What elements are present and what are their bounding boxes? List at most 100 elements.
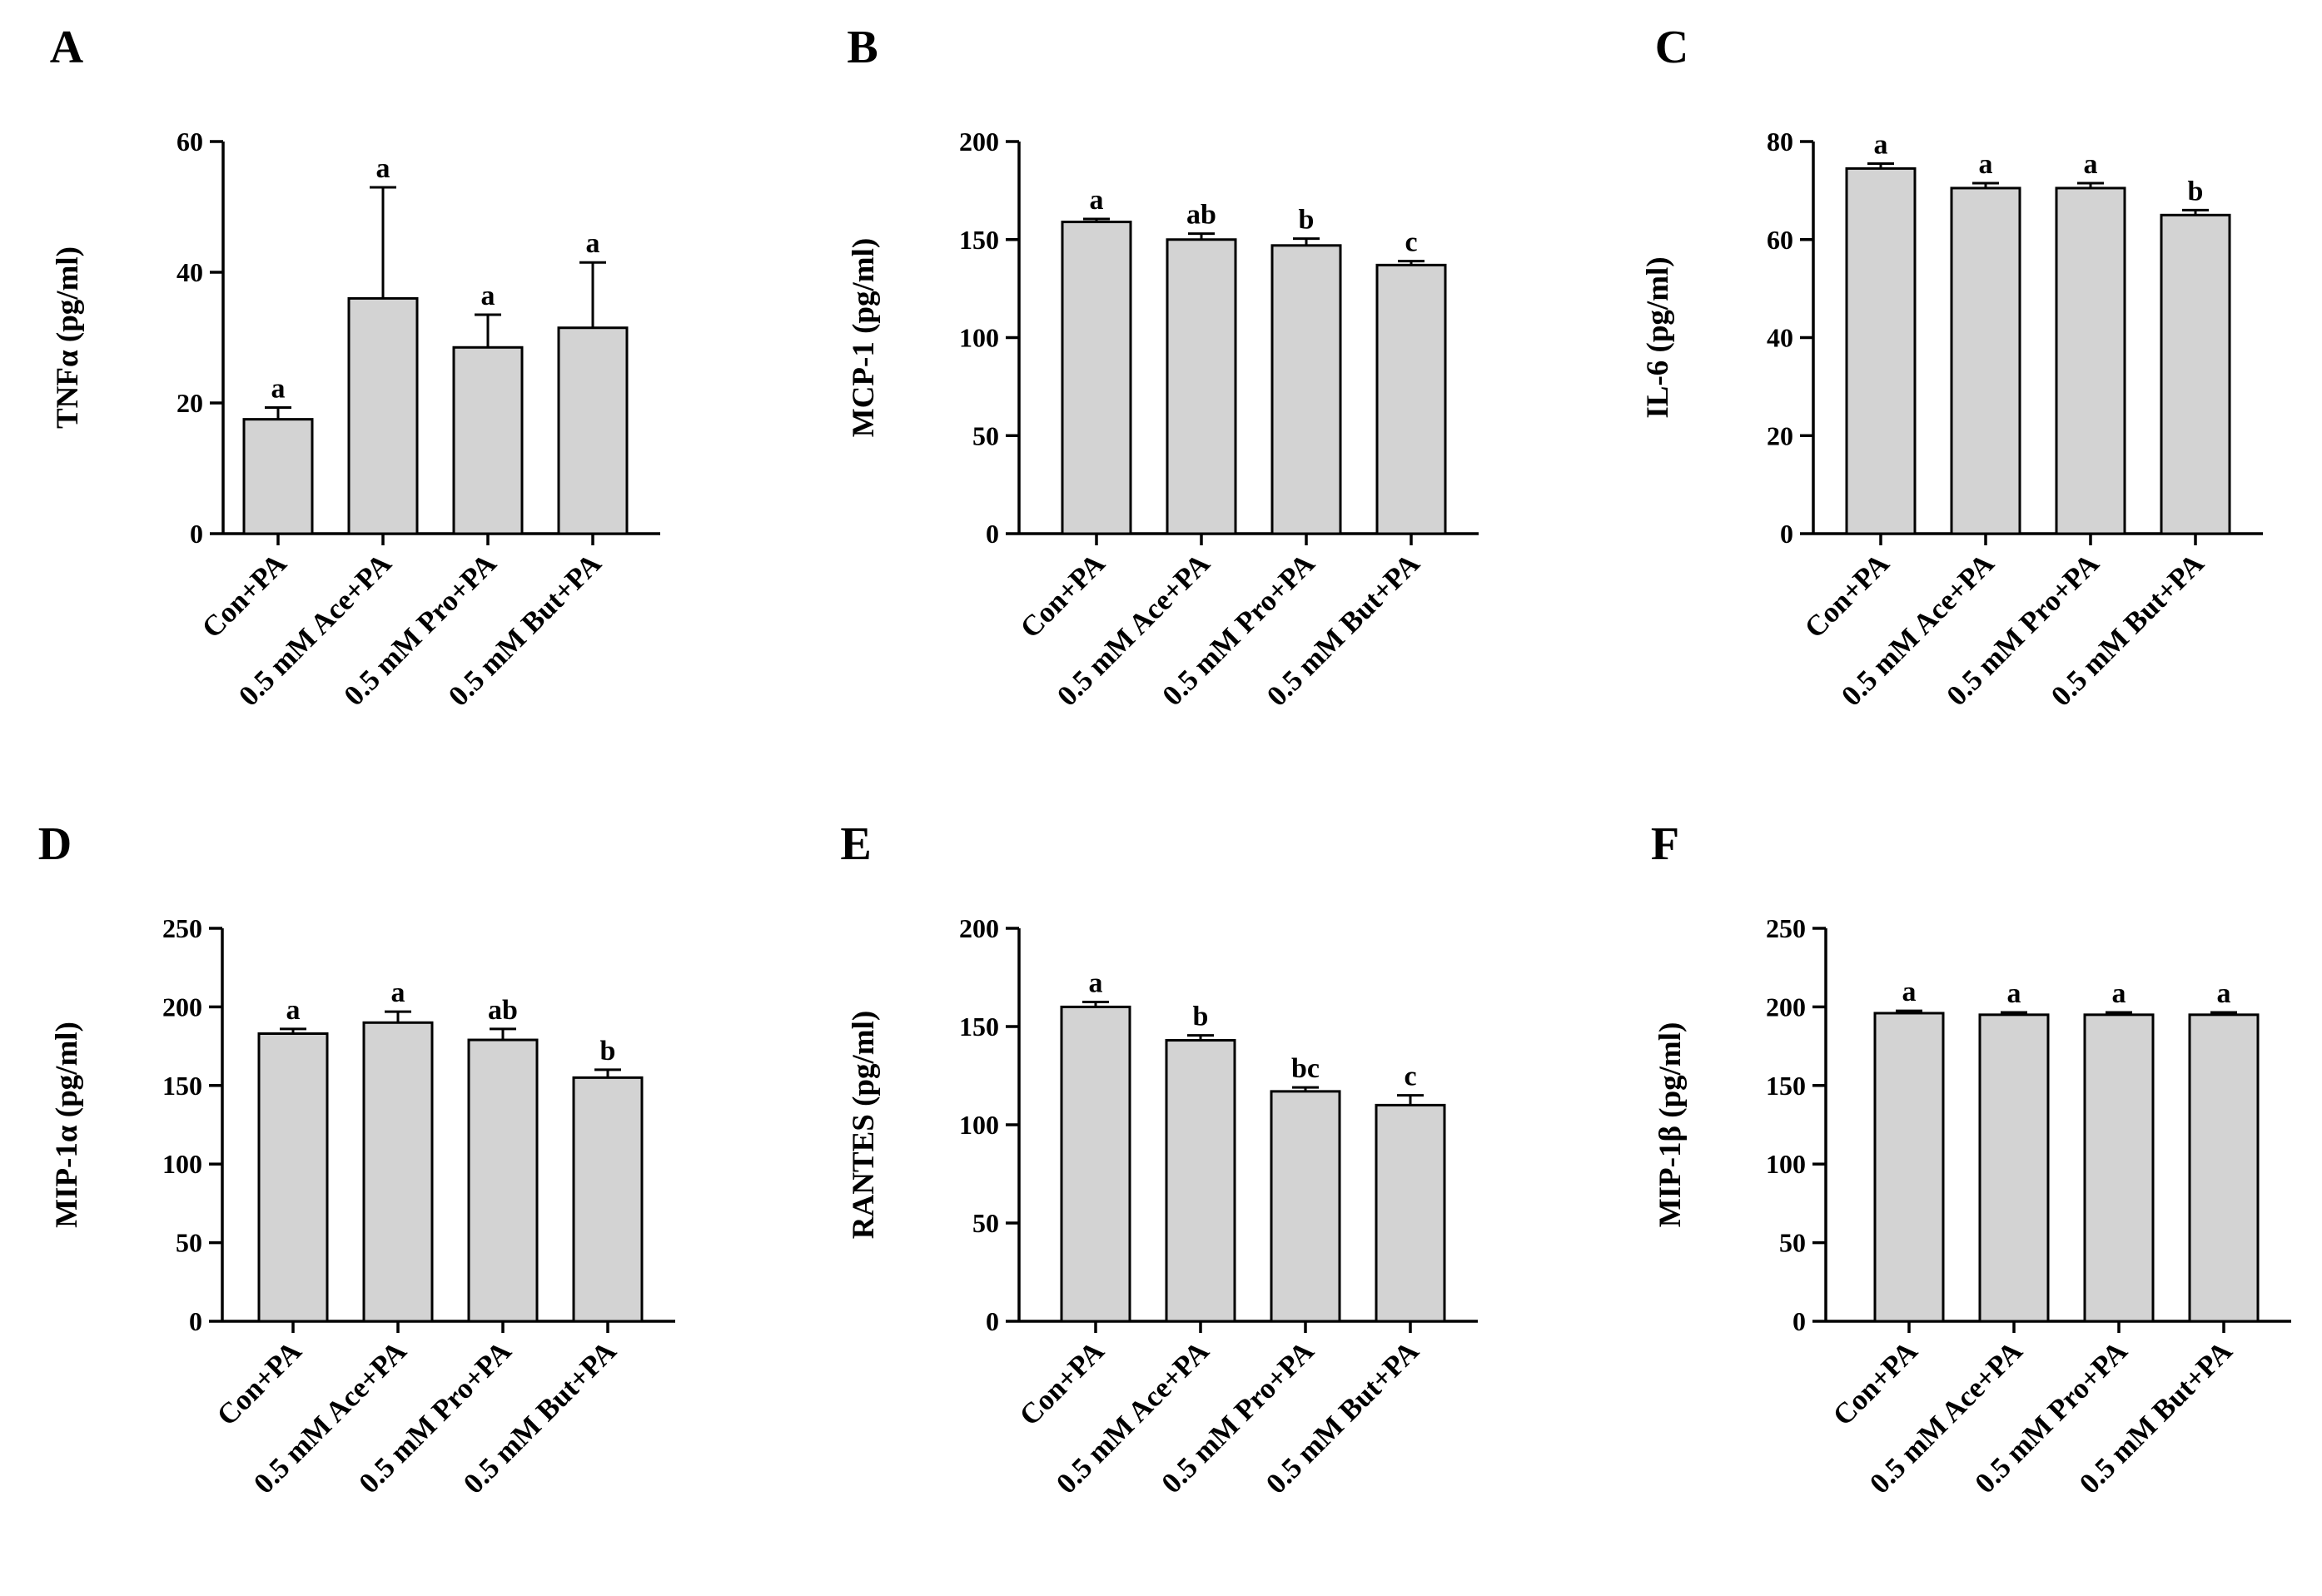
- y-tick-label: 100: [1766, 1149, 1806, 1179]
- bar: [257, 1032, 329, 1323]
- y-tick-label: 200: [959, 127, 999, 157]
- significance-label: a: [481, 281, 495, 311]
- bar: [1950, 186, 2021, 535]
- significance-label: a: [1089, 968, 1103, 999]
- y-axis-title: MIP-1β (pg/ml): [1653, 1022, 1688, 1228]
- y-tick-label: 200: [162, 992, 202, 1022]
- significance-label: ab: [488, 995, 518, 1026]
- bar: [1061, 221, 1132, 535]
- y-tick-label: 0: [1792, 1306, 1806, 1336]
- y-tick-label: 20: [177, 388, 203, 418]
- x-category-label: Con+PA: [1014, 547, 1111, 644]
- y-tick-label: 100: [162, 1149, 202, 1179]
- bar: [1375, 263, 1447, 535]
- y-tick-label: 250: [1766, 913, 1806, 943]
- panel-letter: C: [1655, 22, 1688, 73]
- y-tick-label: 0: [190, 519, 203, 549]
- x-category-label: Con+PA: [196, 547, 293, 644]
- y-tick-label: 50: [972, 420, 999, 450]
- significance-label: a: [286, 995, 301, 1026]
- significance-label: a: [1090, 185, 1104, 216]
- bar: [1873, 1012, 1945, 1323]
- bar: [452, 346, 524, 535]
- y-tick-label: 50: [1779, 1228, 1806, 1258]
- bar: [347, 296, 419, 535]
- y-tick-label: 20: [1767, 420, 1793, 450]
- y-tick-label: 0: [1780, 519, 1793, 549]
- significance-label: a: [1902, 977, 1917, 1007]
- panel-letter: F: [1651, 818, 1679, 870]
- significance-label: b: [1193, 1002, 1209, 1032]
- significance-label: b: [2188, 176, 2204, 206]
- y-tick-label: 250: [162, 913, 202, 943]
- y-tick-label: 200: [959, 913, 999, 943]
- bar: [557, 326, 629, 535]
- bar: [1978, 1013, 2050, 1323]
- y-axis-title: IL-6 (pg/ml): [1641, 256, 1675, 418]
- y-tick-label: 150: [959, 225, 999, 255]
- significance-label: a: [1874, 129, 1888, 160]
- y-tick-label: 60: [1767, 225, 1793, 255]
- bar: [1270, 244, 1342, 535]
- significance-label: c: [1405, 227, 1417, 258]
- significance-label: bc: [1291, 1053, 1320, 1084]
- y-axis-title: RANTES (pg/ml): [847, 1011, 881, 1239]
- y-tick-label: 40: [1767, 323, 1793, 353]
- bar: [242, 418, 314, 535]
- bar: [2055, 186, 2126, 535]
- significance-label: a: [2084, 149, 2098, 180]
- y-tick-label: 40: [177, 257, 203, 287]
- significance-label: a: [2217, 978, 2231, 1009]
- significance-label: a: [391, 977, 405, 1008]
- bar: [362, 1021, 434, 1323]
- y-tick-label: 150: [959, 1012, 999, 1042]
- significance-label: a: [376, 153, 390, 184]
- bar: [2083, 1013, 2155, 1323]
- bar: [1060, 1005, 1131, 1323]
- y-tick-label: 100: [959, 323, 999, 353]
- y-tick-label: 200: [1766, 992, 1806, 1022]
- y-tick-label: 0: [986, 519, 999, 549]
- bar: [1166, 238, 1237, 535]
- y-tick-label: 50: [972, 1208, 999, 1238]
- significance-label: b: [600, 1036, 616, 1066]
- bar: [467, 1038, 539, 1323]
- bar: [1845, 167, 1917, 535]
- significance-label: a: [2007, 978, 2021, 1009]
- significance-label: a: [271, 373, 286, 404]
- y-tick-label: 150: [162, 1071, 202, 1101]
- y-tick-label: 50: [176, 1228, 202, 1258]
- panel-letter: E: [840, 818, 871, 870]
- y-axis-title: MIP-1α (pg/ml): [50, 1022, 84, 1228]
- x-category-label: Con+PA: [211, 1335, 308, 1432]
- y-tick-label: 80: [1767, 127, 1793, 157]
- bar: [1165, 1039, 1236, 1323]
- bar: [2160, 213, 2231, 535]
- y-tick-label: 150: [1766, 1071, 1806, 1101]
- bar: [1270, 1090, 1341, 1323]
- x-category-label: Con+PA: [1798, 547, 1896, 644]
- y-axis-title: TNFα (pg/ml): [51, 246, 85, 429]
- x-category-label: Con+PA: [1013, 1335, 1111, 1432]
- bar: [2188, 1013, 2260, 1323]
- y-tick-label: 0: [986, 1306, 999, 1336]
- significance-label: a: [2112, 978, 2126, 1009]
- y-axis-title: MCP-1 (pg/ml): [847, 238, 881, 437]
- x-category-label: Con+PA: [1827, 1335, 1924, 1432]
- bar: [1375, 1103, 1446, 1323]
- y-tick-label: 60: [177, 127, 203, 157]
- y-tick-label: 100: [959, 1110, 999, 1140]
- significance-label: b: [1299, 205, 1315, 236]
- significance-label: c: [1404, 1062, 1416, 1092]
- significance-label: ab: [1186, 200, 1216, 231]
- bar: [572, 1076, 644, 1323]
- panel-letter: B: [847, 22, 878, 73]
- significance-label: a: [1979, 149, 1993, 180]
